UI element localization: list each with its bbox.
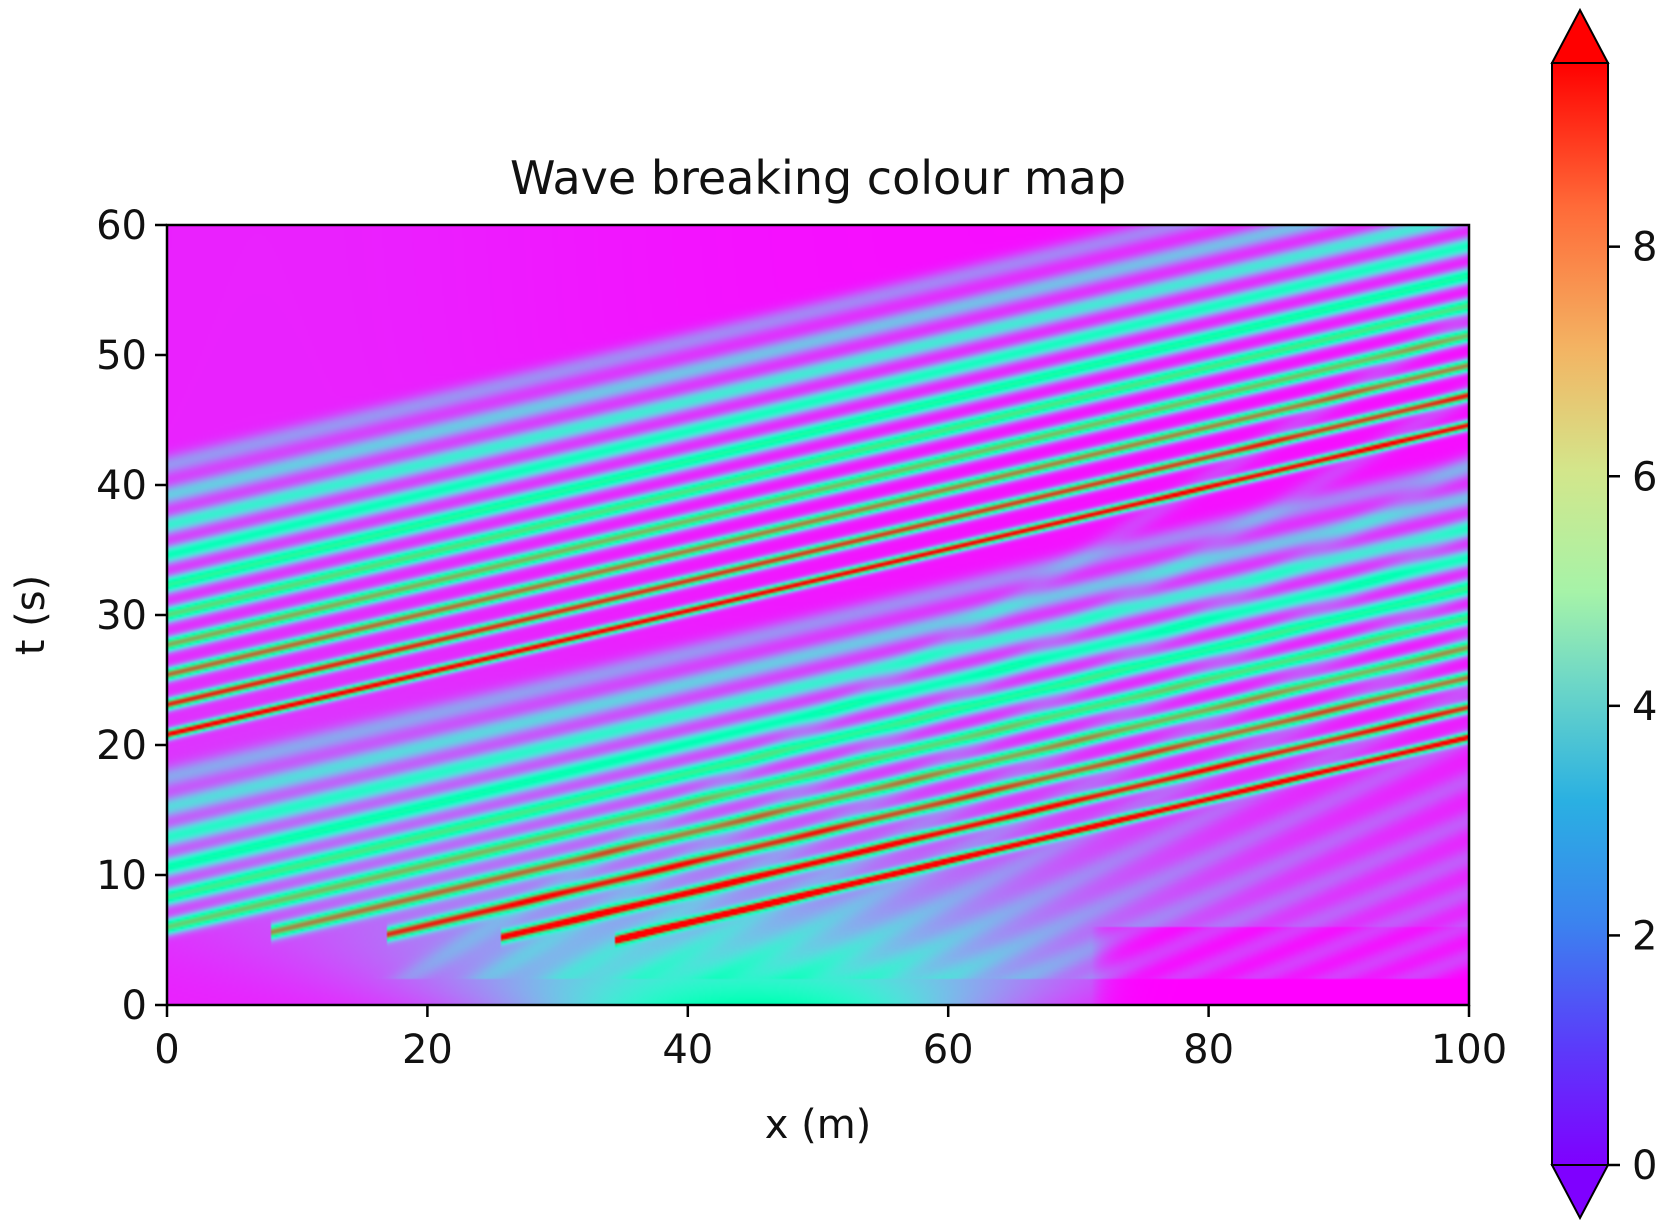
colorbar-tick-label-4: 8 (1632, 225, 1657, 271)
y-axis-ticks: 0 10 20 30 40 50 60 (96, 203, 167, 1029)
y-tick-label-6: 60 (96, 203, 147, 249)
colorbar-tick-label-3: 6 (1632, 454, 1657, 500)
y-tick-label-0: 0 (122, 983, 147, 1029)
heatmap-image (167, 225, 1469, 1005)
y-tick-label-3: 30 (96, 593, 147, 639)
colorbar-extend-bottom (1550, 1164, 1610, 1221)
y-tick-label-1: 10 (96, 853, 147, 899)
colorbar-tick-label-2: 4 (1632, 684, 1657, 730)
y-tick-label-2: 20 (96, 723, 147, 769)
x-tick-label-2: 40 (662, 1027, 713, 1073)
x-tick-label-5: 100 (1431, 1027, 1507, 1073)
colorbar-tick-label-0: 0 (1632, 1143, 1657, 1189)
x-axis-ticks: 0 20 40 60 80 100 (154, 1005, 1507, 1073)
plot-area (167, 225, 1469, 1005)
y-tick-label-5: 50 (96, 333, 147, 379)
x-tick-label-4: 80 (1183, 1027, 1234, 1073)
x-tick-label-3: 60 (923, 1027, 974, 1073)
x-tick-label-0: 0 (154, 1027, 179, 1073)
colorbar-tick-label-1: 2 (1632, 913, 1657, 959)
x-axis-label: x (m) (765, 1102, 872, 1148)
y-tick-label-4: 40 (96, 463, 147, 509)
colorbar-extend-top (1550, 7, 1610, 64)
y-axis-label: t (s) (8, 575, 54, 655)
colorbar: 0 2 4 6 8 (1550, 7, 1657, 1221)
colorbar-gradient (1551, 62, 1609, 1166)
colorbar-ticks: 0 2 4 6 8 (1608, 225, 1657, 1189)
chart-title: Wave breaking colour map (510, 151, 1126, 205)
x-tick-label-1: 20 (402, 1027, 453, 1073)
